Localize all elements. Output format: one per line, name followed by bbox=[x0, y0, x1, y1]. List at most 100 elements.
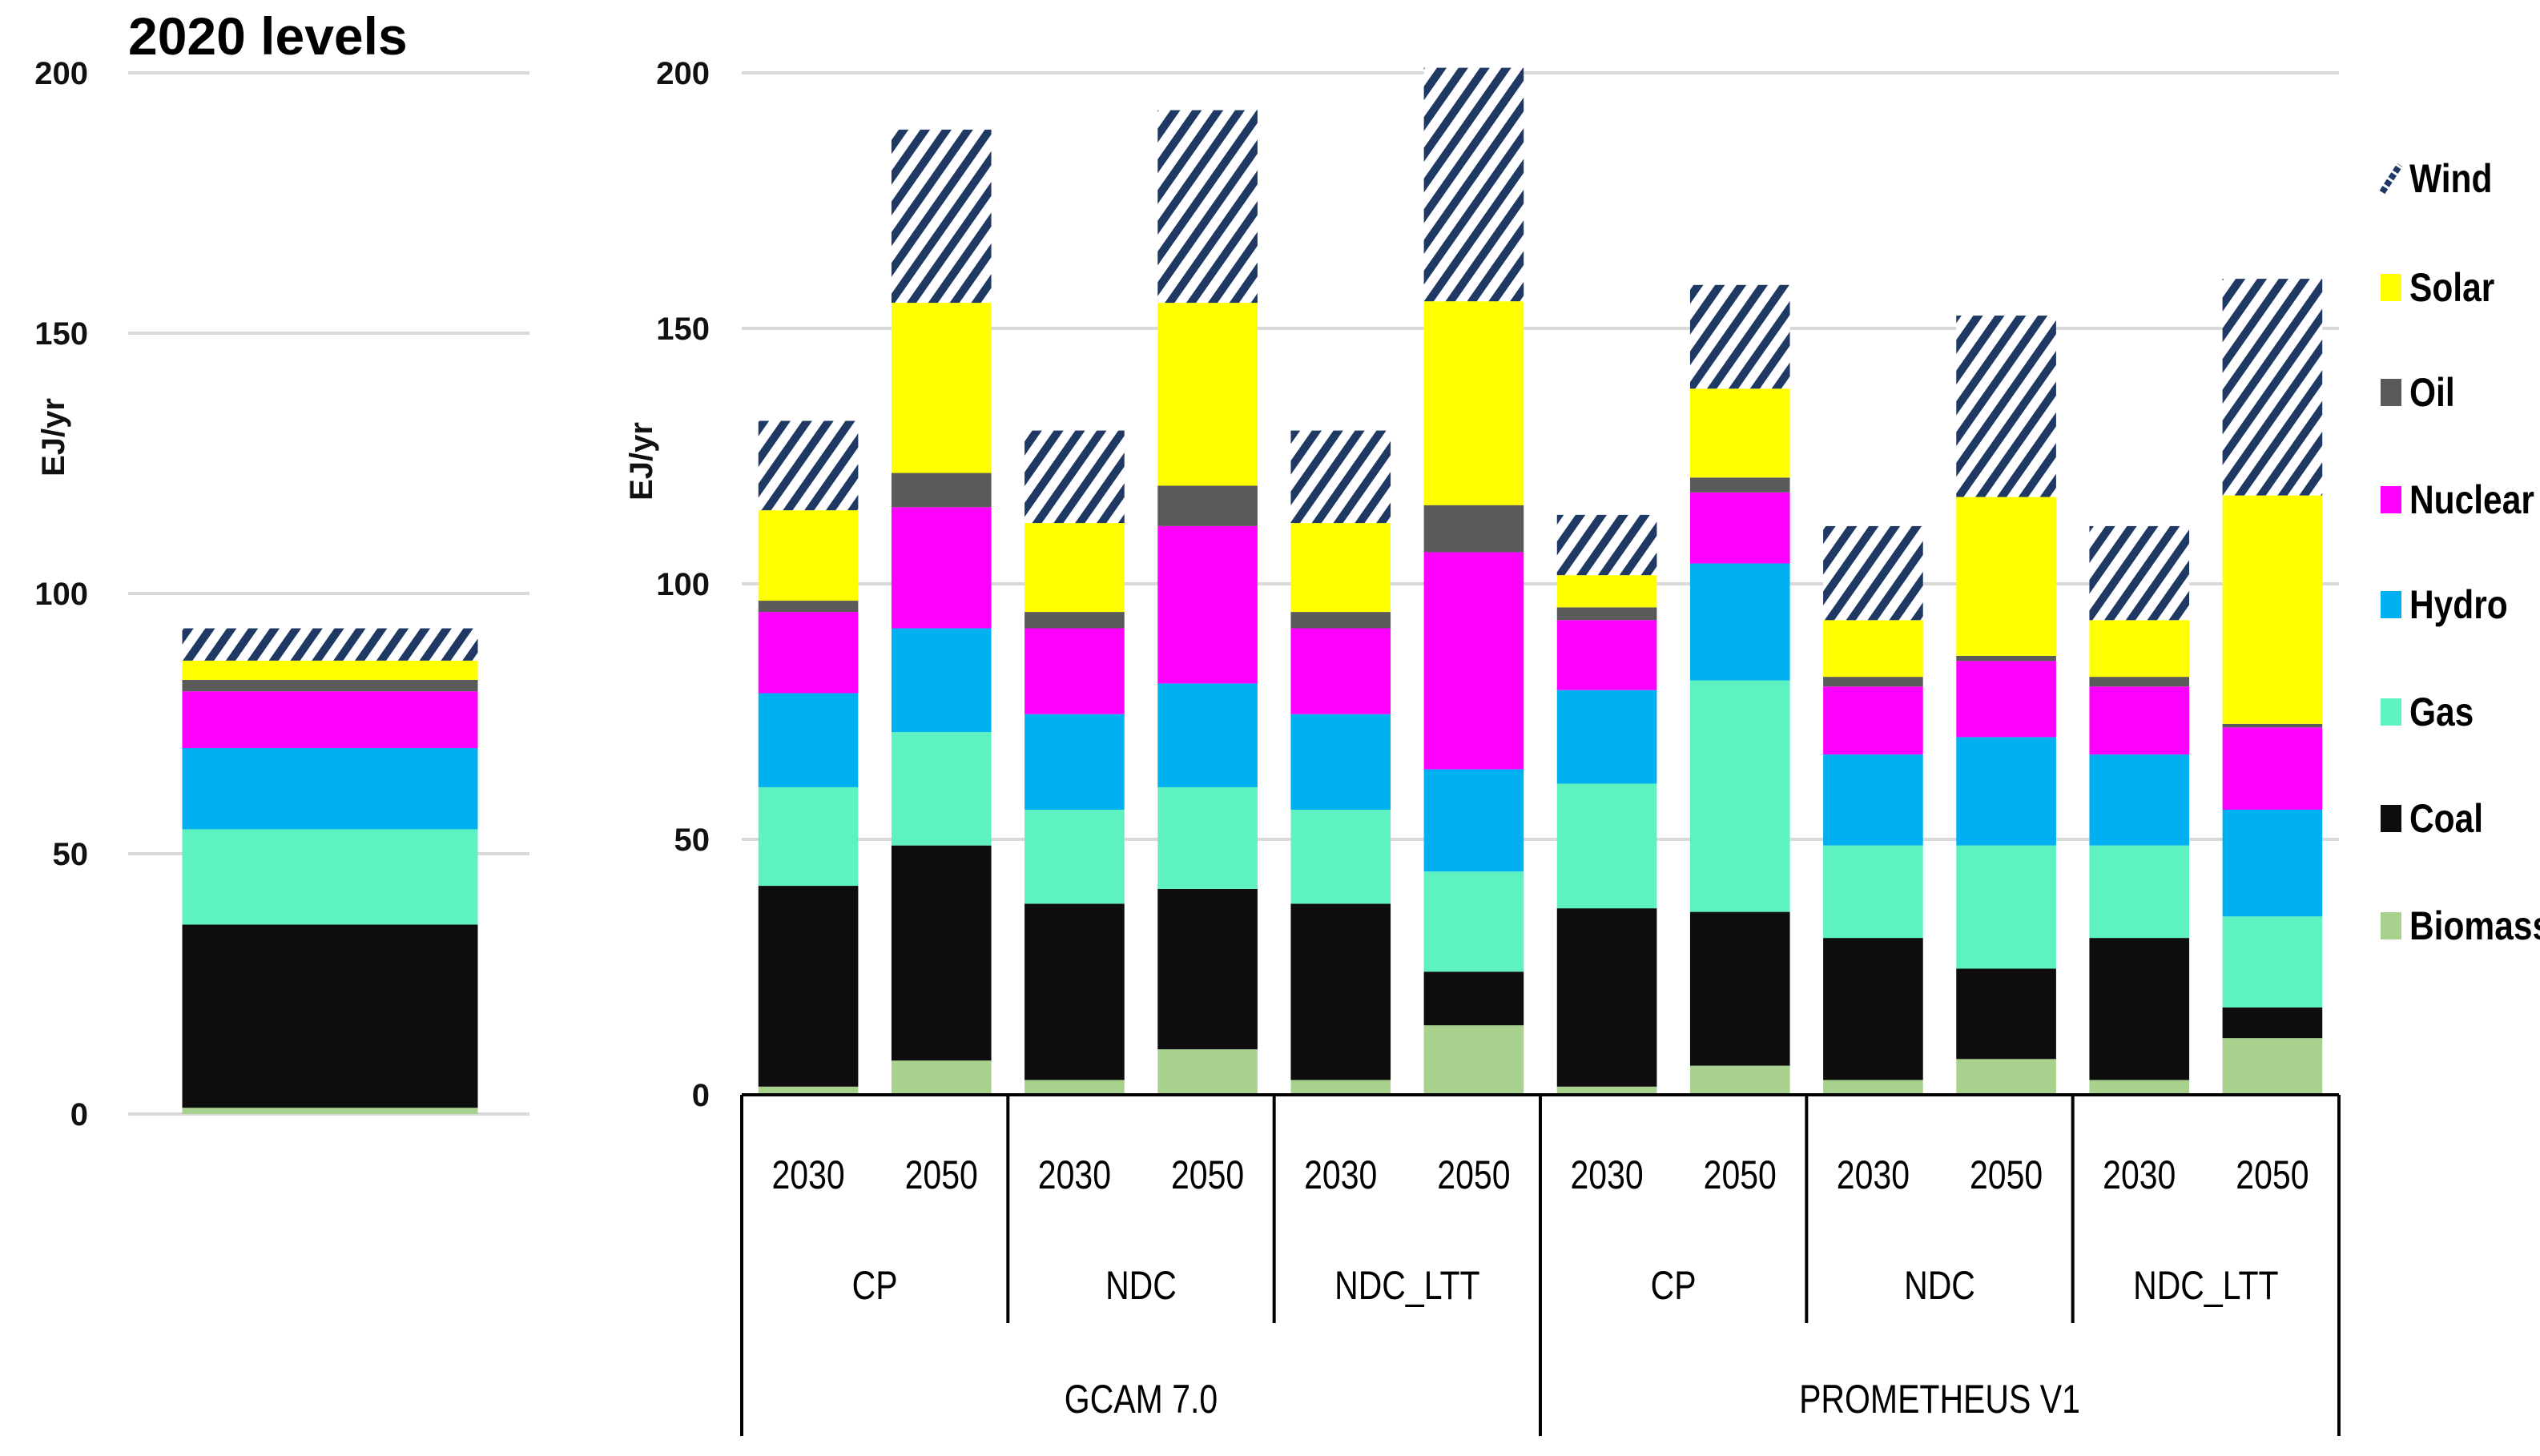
x-tick-year: 2050 bbox=[1704, 1152, 1777, 1197]
bar-segment-solar bbox=[182, 660, 478, 680]
bar-segment-wind bbox=[891, 129, 992, 304]
bar-segment-oil bbox=[1956, 655, 2056, 662]
bar-segment-wind bbox=[1956, 316, 2056, 497]
bar-segment-biomass bbox=[1423, 1025, 1524, 1095]
bar-segment-coal bbox=[1157, 888, 1258, 1050]
legend-swatch-solar bbox=[2381, 274, 2401, 301]
y-tick-label: 100 bbox=[656, 567, 710, 602]
bar-segment-nuclear bbox=[1956, 661, 2056, 738]
bar-segment-oil bbox=[1823, 677, 1923, 687]
bar-segment-solar bbox=[758, 510, 859, 601]
bar-segment-nuclear bbox=[1290, 628, 1391, 714]
legend-swatch-biomass bbox=[2381, 912, 2401, 939]
bar-segment-solar bbox=[1024, 523, 1125, 613]
bar-segment-coal bbox=[1290, 903, 1391, 1080]
bar-segment-gas bbox=[758, 786, 859, 887]
bar-segment-nuclear bbox=[1689, 492, 1790, 564]
bar-segment-wind bbox=[1823, 525, 1923, 621]
bar-segment-wind bbox=[2222, 279, 2323, 496]
bar-segment-oil bbox=[1290, 612, 1391, 629]
bar-segment-biomass bbox=[1689, 1065, 1790, 1095]
x-tick-year: 2050 bbox=[1171, 1152, 1244, 1197]
bar-segment-solar bbox=[891, 303, 992, 473]
chart-title: 2020 levels bbox=[128, 6, 408, 66]
bar-segment-biomass bbox=[2222, 1038, 2323, 1095]
bar-segment-wind bbox=[182, 628, 478, 661]
bar-segment-coal bbox=[891, 845, 992, 1061]
bar-segment-hydro bbox=[758, 693, 859, 787]
bar-segment-hydro bbox=[182, 748, 478, 830]
bar-segment-coal bbox=[1956, 968, 2056, 1060]
bar-segment-biomass bbox=[2089, 1080, 2190, 1095]
bar-segment-gas bbox=[1290, 809, 1391, 904]
bar-segment-hydro bbox=[1423, 769, 1524, 872]
bar-segment-oil bbox=[1423, 505, 1524, 553]
bar-segment-biomass bbox=[1556, 1086, 1657, 1095]
y-tick-label: 0 bbox=[70, 1097, 88, 1132]
bar-segment-oil bbox=[1157, 485, 1258, 526]
bar-segment-wind bbox=[1024, 430, 1125, 524]
bar-segment-nuclear bbox=[758, 612, 859, 694]
bar-segment-solar bbox=[1556, 575, 1657, 608]
bar-segment-biomass bbox=[891, 1060, 992, 1095]
bar-segment-nuclear bbox=[1157, 525, 1258, 684]
x-scenario-label: CP bbox=[1651, 1263, 1697, 1308]
legend-label-solar: Solar bbox=[2409, 265, 2494, 310]
bar-segment-biomass bbox=[1956, 1059, 2056, 1095]
bar-segment-oil bbox=[2222, 723, 2323, 728]
y-tick-label: 100 bbox=[34, 577, 88, 612]
bar-segment-biomass bbox=[182, 1108, 478, 1114]
bar-segment-coal bbox=[1823, 938, 1923, 1080]
bar-segment-hydro bbox=[2089, 754, 2190, 846]
bar-segment-oil bbox=[1024, 612, 1125, 629]
bar-segment-wind bbox=[1689, 284, 1790, 389]
bar-segment-hydro bbox=[1556, 690, 1657, 784]
bar-segment-hydro bbox=[891, 628, 992, 733]
bar-segment-oil bbox=[1689, 477, 1790, 493]
bar-segment-nuclear bbox=[2222, 727, 2323, 810]
bar-segment-biomass bbox=[1157, 1049, 1258, 1095]
bar-segment-hydro bbox=[1157, 683, 1258, 787]
x-tick-year: 2030 bbox=[1570, 1152, 1643, 1197]
bar-segment-coal bbox=[1423, 971, 1524, 1026]
x-scenario-label: CP bbox=[852, 1263, 898, 1308]
y-tick-label: 200 bbox=[656, 56, 710, 91]
bar-segment-gas bbox=[182, 829, 478, 925]
bar-segment-wind bbox=[1423, 67, 1524, 302]
legend-label-gas: Gas bbox=[2409, 690, 2474, 734]
legend-label-oil: Oil bbox=[2409, 370, 2455, 415]
bar-segment-gas bbox=[1157, 786, 1258, 889]
x-scenario-label: NDC_LTT bbox=[1334, 1263, 1479, 1308]
x-scenario-label: NDC bbox=[1105, 1263, 1177, 1308]
x-tick-year: 2030 bbox=[2103, 1152, 2176, 1197]
bar-segment-wind bbox=[758, 420, 859, 511]
bar-segment-gas bbox=[891, 732, 992, 846]
bar-segment-solar bbox=[1290, 523, 1391, 613]
bar-segment-wind bbox=[1157, 110, 1258, 304]
bar-segment-gas bbox=[2222, 916, 2323, 1008]
bar-segment-biomass bbox=[758, 1086, 859, 1095]
bar-segment-solar bbox=[1423, 301, 1524, 505]
bar-segment-solar bbox=[1689, 388, 1790, 478]
bar-segment-oil bbox=[182, 679, 478, 692]
legend-label-biomass: Biomass bbox=[2409, 903, 2540, 948]
bar-segment-oil bbox=[1556, 607, 1657, 621]
legend-label-nuclear: Nuclear bbox=[2409, 477, 2534, 522]
bar-segment-nuclear bbox=[891, 507, 992, 629]
legend: Wind Solar Oil Nuclear Hydro Gas Coal Biomass bbox=[2379, 156, 2540, 948]
y-tick-label: 50 bbox=[674, 823, 710, 858]
bar-segment-nuclear bbox=[1556, 620, 1657, 690]
bar-segment-biomass bbox=[1290, 1080, 1391, 1095]
bar-segment-nuclear bbox=[1024, 628, 1125, 714]
x-tick-year: 2030 bbox=[1304, 1152, 1377, 1197]
x-tick-year: 2030 bbox=[771, 1152, 844, 1197]
bar-segment-oil bbox=[891, 473, 992, 508]
legend-swatch-coal bbox=[2381, 805, 2401, 832]
legend-label-wind: Wind bbox=[2409, 156, 2492, 201]
y-tick-label: 0 bbox=[692, 1078, 710, 1113]
legend-label-coal: Coal bbox=[2409, 796, 2483, 841]
y-tick-label: 50 bbox=[53, 837, 89, 872]
bar-segment-oil bbox=[2089, 677, 2190, 687]
bar-segment-nuclear bbox=[1823, 686, 1923, 755]
bar-segment-wind bbox=[1290, 430, 1391, 524]
